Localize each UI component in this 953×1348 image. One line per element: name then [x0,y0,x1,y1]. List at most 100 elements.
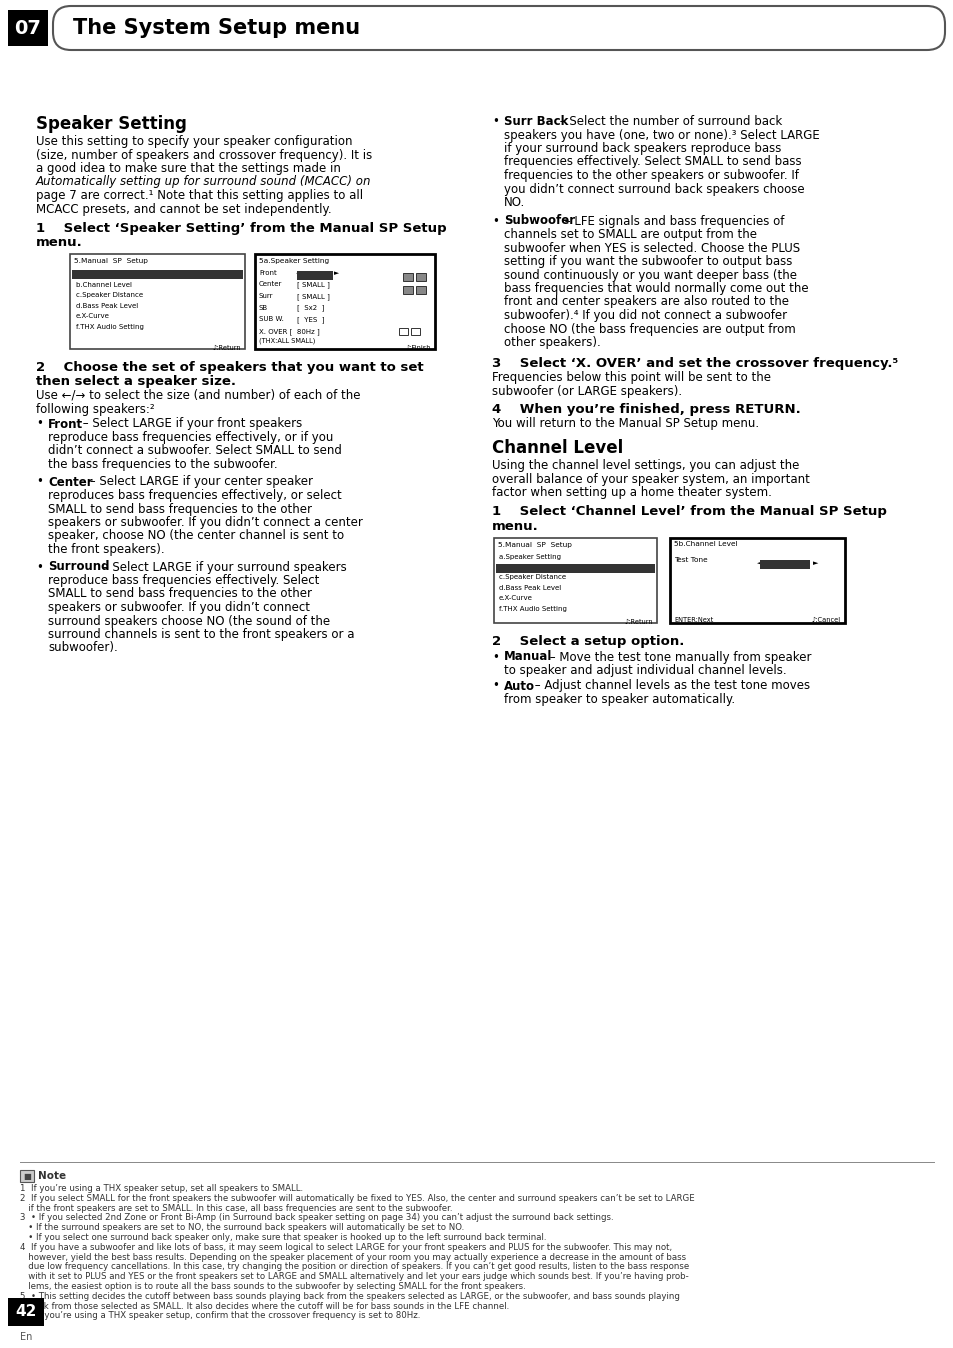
Text: e.X-Curve: e.X-Curve [498,596,533,601]
Text: menu.: menu. [36,236,83,249]
Text: 2    Select a setup option.: 2 Select a setup option. [492,635,683,647]
Text: •: • [492,115,498,128]
Text: subwoofer).: subwoofer). [48,642,117,655]
Text: SB: SB [258,305,268,310]
Bar [494,538,657,623]
Text: Use ←/→ to select the size (and number) of each of the: Use ←/→ to select the size (and number) … [36,390,360,402]
Text: 5a.Speaker Setting: 5a.Speaker Setting [258,257,329,264]
Text: – Select LARGE if your surround speakers: – Select LARGE if your surround speakers [99,561,346,573]
Text: with it set to PLUS and YES or the front speakers set to LARGE and SMALL alterna: with it set to PLUS and YES or the front… [20,1273,688,1281]
Text: c.Speaker Distance: c.Speaker Distance [498,574,565,581]
Bar [496,563,655,573]
Bar [760,559,809,569]
Text: The System Setup menu: The System Setup menu [73,18,359,38]
Text: Using the channel level settings, you can adjust the: Using the channel level settings, you ca… [492,460,799,472]
Text: page 7 are correct.¹ Note that this setting applies to all: page 7 are correct.¹ Note that this sett… [36,189,363,202]
Bar [669,538,844,623]
Text: if the front speakers are set to SMALL. In this case, all bass frequencies are s: if the front speakers are set to SMALL. … [20,1204,452,1213]
Text: 07: 07 [14,19,41,38]
Bar [254,253,435,349]
Text: e.X-Curve: e.X-Curve [76,314,110,319]
FancyBboxPatch shape [53,5,944,50]
Text: speakers you have (one, two or none).³ Select LARGE: speakers you have (one, two or none).³ S… [503,128,819,142]
Text: f.THX Audio Setting: f.THX Audio Setting [498,607,566,612]
Text: speakers or subwoofer. If you didn’t connect a center: speakers or subwoofer. If you didn’t con… [48,516,362,528]
Text: SMALL to send bass frequencies to the other: SMALL to send bass frequencies to the ot… [48,503,312,515]
Text: Speaker Setting: Speaker Setting [36,115,187,133]
Text: • If you’re using a THX speaker setup, confirm that the crossover frequency is s: • If you’re using a THX speaker setup, c… [20,1312,420,1321]
Text: 2  If you select SMALL for the front speakers the subwoofer will automatically b: 2 If you select SMALL for the front spea… [20,1194,694,1202]
Text: 4  If you have a subwoofer and like lots of bass, it may seem logical to select : 4 If you have a subwoofer and like lots … [20,1243,672,1252]
Text: X. OVER [  80Hz ]: X. OVER [ 80Hz ] [258,328,319,334]
Text: the bass frequencies to the subwoofer.: the bass frequencies to the subwoofer. [48,458,277,470]
Text: surround channels is sent to the front speakers or a: surround channels is sent to the front s… [48,628,355,642]
Text: MANUAL: MANUAL [761,559,791,566]
Bar [411,328,419,336]
Text: •: • [492,679,498,693]
Text: Test Tone: Test Tone [673,558,707,563]
Bar [402,274,413,280]
Text: – Select LARGE if your center speaker: – Select LARGE if your center speaker [86,476,313,488]
Text: ◄: ◄ [295,271,301,276]
Text: •: • [36,476,43,488]
Text: lems, the easiest option is to route all the bass sounds to the subwoofer by sel: lems, the easiest option is to route all… [20,1282,525,1291]
Text: Front: Front [48,418,83,430]
Text: – Adjust channel levels as the test tone moves: – Adjust channel levels as the test tone… [531,679,809,693]
Text: other speakers).: other speakers). [503,336,600,349]
Text: •: • [36,561,43,573]
Text: 3    Select ‘X. OVER’ and set the crossover frequency.⁵: 3 Select ‘X. OVER’ and set the crossover… [492,357,898,371]
Bar [70,253,245,349]
Bar [296,271,333,279]
Text: a.Speaker Setting: a.Speaker Setting [76,271,138,276]
Bar [398,328,408,336]
Text: Use this setting to specify your speaker configuration: Use this setting to specify your speaker… [36,135,352,148]
Text: • If the surround speakers are set to NO, the surround back speakers will automa: • If the surround speakers are set to NO… [20,1223,464,1232]
Bar [416,274,426,280]
Text: ►: ► [812,561,818,566]
Bar [71,270,243,279]
Text: 42: 42 [15,1305,36,1320]
Text: 1    Select ‘Channel Level’ from the Manual SP Setup: 1 Select ‘Channel Level’ from the Manual… [492,506,886,519]
Text: however, yield the best bass results. Depending on the speaker placement of your: however, yield the best bass results. De… [20,1252,685,1262]
Text: •: • [492,651,498,663]
Text: 5.Manual  SP  Setup: 5.Manual SP Setup [497,542,571,547]
Text: speaker, choose NO (the center channel is sent to: speaker, choose NO (the center channel i… [48,530,344,542]
Text: •: • [36,418,43,430]
Text: b.Channel Level: b.Channel Level [76,282,132,288]
Text: sound continuously or you want deeper bass (the: sound continuously or you want deeper ba… [503,268,796,282]
Text: setting if you want the subwoofer to output bass: setting if you want the subwoofer to out… [503,255,792,268]
Text: ►: ► [334,271,338,276]
Bar [20,1170,34,1182]
Text: reproduce bass frequencies effectively, or if you: reproduce bass frequencies effectively, … [48,431,333,443]
Bar [8,1298,44,1326]
Text: d.Bass Peak Level: d.Bass Peak Level [76,303,138,309]
Text: to speaker and adjust individual channel levels.: to speaker and adjust individual channel… [503,665,786,677]
Bar [402,286,413,294]
Text: SMALL: SMALL [298,271,321,276]
Text: speakers or subwoofer. If you didn’t connect: speakers or subwoofer. If you didn’t con… [48,601,310,613]
Text: frequencies effectively. Select SMALL to send bass: frequencies effectively. Select SMALL to… [503,155,801,168]
Bar [416,286,426,294]
Text: 1  If you’re using a THX speaker setup, set all speakers to SMALL.: 1 If you’re using a THX speaker setup, s… [20,1184,303,1193]
Text: bass frequencies that would normally come out the: bass frequencies that would normally com… [503,282,808,295]
Text: c.Speaker Distance: c.Speaker Distance [76,293,143,298]
Text: 3  • If you selected 2nd Zone or Front Bi-Amp (in Surround back speaker setting : 3 • If you selected 2nd Zone or Front Bi… [20,1213,613,1223]
Text: back from those selected as SMALL. It also decides where the cutoff will be for : back from those selected as SMALL. It al… [20,1302,509,1310]
Text: following speakers:²: following speakers:² [36,403,154,415]
Text: ♪:Return: ♪:Return [213,345,241,350]
Text: – LFE signals and bass frequencies of: – LFE signals and bass frequencies of [560,214,783,228]
Bar [8,9,48,46]
Text: 5.Manual  SP  Setup: 5.Manual SP Setup [74,257,148,264]
Text: the front speakers).: the front speakers). [48,543,165,555]
Text: if your surround back speakers reproduce bass: if your surround back speakers reproduce… [503,142,781,155]
Text: d.Bass Peak Level: d.Bass Peak Level [498,585,560,590]
Text: (size, number of speakers and crossover frequency). It is: (size, number of speakers and crossover … [36,148,372,162]
Text: subwoofer (or LARGE speakers).: subwoofer (or LARGE speakers). [492,386,681,398]
Text: Auto: Auto [503,679,535,693]
Text: (THX:ALL SMALL): (THX:ALL SMALL) [258,338,315,345]
Text: Note: Note [38,1171,66,1181]
Text: choose NO (the bass frequencies are output from: choose NO (the bass frequencies are outp… [503,322,795,336]
Text: [  Sx2  ]: [ Sx2 ] [296,305,324,311]
Text: Surr Back: Surr Back [503,115,568,128]
Text: front and center speakers are also routed to the: front and center speakers are also route… [503,295,788,309]
